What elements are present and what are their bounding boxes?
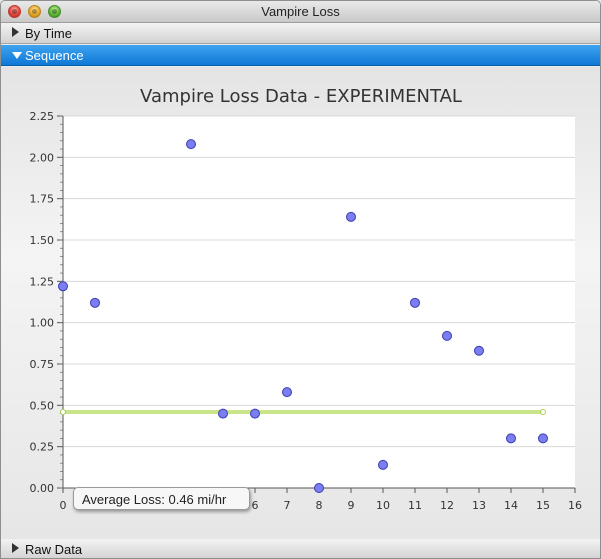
data-point: [346, 211, 356, 222]
average-line-endpoint: [60, 408, 66, 415]
data-point: [90, 297, 100, 308]
y-tick-label: 1.00: [30, 317, 55, 330]
section-sequence[interactable]: Sequence: [1, 45, 600, 66]
data-point: [282, 387, 292, 398]
x-tick-label: 9: [348, 499, 355, 512]
chart-title: Vampire Loss Data - EXPERIMENTAL: [140, 86, 462, 107]
window-title: Vampire Loss: [261, 4, 340, 19]
title-bar[interactable]: Vampire Loss: [1, 1, 600, 23]
close-window-icon[interactable]: [8, 5, 21, 18]
disclosure-down-icon: [12, 52, 22, 59]
data-point: [58, 281, 68, 292]
x-tick-label: 8: [316, 499, 323, 512]
section-raw-data[interactable]: Raw Data: [1, 539, 600, 558]
y-tick-label: 0.75: [30, 358, 55, 371]
data-point: [442, 330, 452, 341]
data-point: [474, 345, 484, 356]
x-tick-label: 6: [252, 499, 259, 512]
y-tick-label: 0.50: [30, 399, 55, 412]
chart-panel: Vampire Loss Data - EXPERIMENTAL 0.00 0.25…: [1, 67, 600, 539]
average-loss-tooltip: Average Loss: 0.46 mi/hr: [73, 487, 250, 510]
section-by-time-label: By Time: [25, 26, 72, 41]
data-point: [314, 483, 324, 493]
section-raw-data-label: Raw Data: [25, 542, 83, 557]
data-point: [250, 408, 260, 419]
average-line-endpoint: [540, 408, 546, 415]
x-tick-label: 14: [504, 499, 518, 512]
section-sequence-label: Sequence: [25, 48, 84, 63]
x-tick-label: 10: [376, 499, 390, 512]
data-point: [506, 433, 516, 444]
x-tick-label: 12: [440, 499, 454, 512]
data-point: [378, 459, 388, 470]
x-tick-label: 7: [284, 499, 291, 512]
x-tick-label: 13: [472, 499, 486, 512]
y-tick-label: 2.00: [30, 151, 55, 164]
y-tick-label: 0.25: [30, 441, 55, 454]
y-tick-label: 1.25: [30, 275, 55, 288]
section-by-time[interactable]: By Time: [1, 23, 600, 44]
disclosure-right-icon: [12, 27, 19, 37]
y-tick-label: 0.00: [30, 482, 55, 495]
disclosure-right-icon: [12, 543, 19, 553]
x-tick-label: 11: [408, 499, 422, 512]
x-tick-label: 16: [568, 499, 582, 512]
zoom-window-icon[interactable]: [48, 5, 61, 18]
data-point: [538, 433, 548, 444]
x-tick-label: 0: [60, 499, 67, 512]
scatter-chart: Vampire Loss Data - EXPERIMENTAL 0.00 0.25…: [30, 86, 583, 512]
data-point: [186, 139, 196, 150]
minimize-window-icon[interactable]: [28, 5, 41, 18]
plot-background: [63, 116, 575, 488]
y-tick-label: 1.75: [30, 193, 55, 206]
y-tick-label: 2.25: [30, 110, 55, 123]
data-point: [410, 297, 420, 308]
data-point: [218, 408, 228, 419]
x-tick-label: 15: [536, 499, 550, 512]
y-tick-label: 1.50: [30, 234, 55, 247]
